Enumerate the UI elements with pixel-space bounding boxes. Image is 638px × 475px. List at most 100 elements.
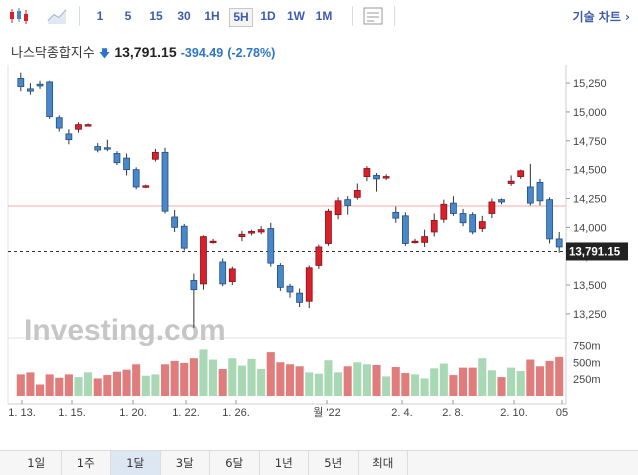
volume-bar: [218, 369, 227, 396]
time-tick-label: 1. 20.: [119, 407, 147, 419]
candle-body: [75, 124, 82, 130]
price-tick-label: 14,250: [573, 193, 607, 205]
range-button-3[interactable]: 3달: [161, 451, 210, 475]
volume-bar: [189, 358, 198, 396]
candlestick-type-icon[interactable]: [8, 6, 30, 26]
toolbar-divider: [79, 6, 80, 26]
candle-body: [344, 199, 352, 206]
candle-body: [315, 246, 323, 266]
volume-bar: [35, 384, 45, 396]
volume-bar: [180, 362, 189, 396]
volume-bar: [314, 373, 323, 396]
volume-bar: [122, 369, 131, 396]
volume-bar: [160, 364, 170, 396]
candle-body: [103, 147, 111, 150]
candle-body: [507, 180, 515, 184]
technical-charts-link[interactable]: 기술 차트 ›: [572, 10, 630, 24]
volume-bar: [439, 363, 448, 396]
price-change-percent: (-2.78%): [227, 46, 276, 60]
volume-bar: [285, 364, 295, 396]
volume-bar: [84, 372, 93, 396]
volume-bar: [16, 374, 25, 396]
range-button-5[interactable]: 1년: [260, 451, 309, 475]
candle-body: [267, 228, 275, 264]
timeframe-5h[interactable]: 5H: [229, 8, 253, 27]
volume-bar: [497, 377, 506, 396]
chart-toolbar: 1 5 15 30 1H 5H 1D 1W 1M 기술 차트 ›: [0, 0, 638, 32]
timeframe-30[interactable]: 30: [177, 9, 191, 23]
volume-tick-label: 500m: [573, 357, 601, 369]
price-tick-label: 14,000: [573, 222, 607, 234]
range-selector: 1일 1주 1달 3달 6달 1년 5년 최대: [0, 450, 638, 475]
volume-bar: [535, 366, 545, 396]
candle-body: [469, 214, 477, 233]
timeframe-1[interactable]: 1: [96, 9, 104, 23]
candle-body: [132, 169, 140, 188]
time-tick-label: 1. 22.: [172, 407, 200, 419]
volume-tick-label: 750m: [573, 340, 601, 352]
candle-body: [200, 236, 207, 285]
candle-body: [65, 133, 73, 141]
volume-bar: [74, 377, 83, 396]
volume-bar: [334, 372, 343, 396]
volume-bar: [478, 358, 487, 396]
range-button-2[interactable]: 1달: [111, 451, 161, 475]
timeframe-1d[interactable]: 1D: [260, 9, 276, 23]
candle-body: [430, 220, 438, 233]
volume-bar: [45, 374, 54, 396]
volume-bar: [372, 364, 381, 396]
candle-body: [546, 199, 553, 240]
volume-bar: [526, 359, 535, 396]
volume-bar: [55, 377, 64, 396]
candle-body: [123, 157, 130, 171]
timeframe-1m[interactable]: 1M: [315, 9, 333, 23]
volume-bar: [362, 364, 371, 396]
timeframe-1h[interactable]: 1H: [204, 9, 220, 23]
volume-bar: [382, 376, 391, 396]
volume-bar: [141, 375, 150, 396]
candle-body: [440, 203, 448, 220]
timeframe-15[interactable]: 15: [149, 9, 163, 23]
volume-bar: [545, 360, 554, 396]
candle-body: [46, 81, 54, 117]
volume-bar: [305, 372, 314, 396]
volume-bar: [170, 360, 179, 396]
candle-body: [228, 268, 236, 282]
range-button-1[interactable]: 1주: [62, 451, 111, 475]
candle-body: [55, 117, 63, 129]
volume-bar: [459, 367, 468, 396]
volume-bar: [420, 378, 429, 396]
candle-body: [27, 88, 34, 92]
indicators-icon[interactable]: [362, 6, 384, 26]
candle-body: [363, 168, 371, 177]
range-button-4[interactable]: 6달: [210, 451, 260, 475]
candle-body: [152, 151, 159, 160]
volume-bar: [209, 359, 218, 396]
price-tick-label: 13,500: [573, 280, 607, 292]
candle-body: [286, 285, 294, 293]
time-tick-label: 2. 4.: [391, 407, 412, 419]
price-chart[interactable]: Investing.com 15,250 15,000 14,750 14,500 14,…: [0, 0, 638, 450]
candle-body: [142, 185, 150, 188]
line-chart-type-icon[interactable]: [46, 6, 68, 26]
timeframe-1w[interactable]: 1W: [287, 9, 305, 23]
candle-body: [209, 240, 217, 244]
candle-body: [334, 200, 342, 216]
volume-bar: [353, 362, 362, 396]
instrument-name: 나스닥종합지수: [11, 46, 95, 61]
range-button-7[interactable]: 최대: [359, 451, 408, 475]
time-tick-label: 1. 15.: [58, 407, 86, 419]
timeframe-5[interactable]: 5: [124, 9, 132, 23]
volume-bar: [468, 367, 477, 396]
range-button-0[interactable]: 1일: [12, 451, 62, 475]
last-price: 13,791.15: [114, 44, 177, 60]
time-tick-label: 05: [556, 407, 568, 419]
range-button-6[interactable]: 5년: [309, 451, 359, 475]
candle-body: [296, 292, 303, 303]
candle-body: [555, 238, 563, 248]
volume-bar: [507, 367, 516, 396]
volume-bar: [430, 368, 439, 396]
volume-bar: [112, 371, 121, 396]
candle-body: [277, 265, 284, 288]
volume-bar: [266, 352, 275, 396]
